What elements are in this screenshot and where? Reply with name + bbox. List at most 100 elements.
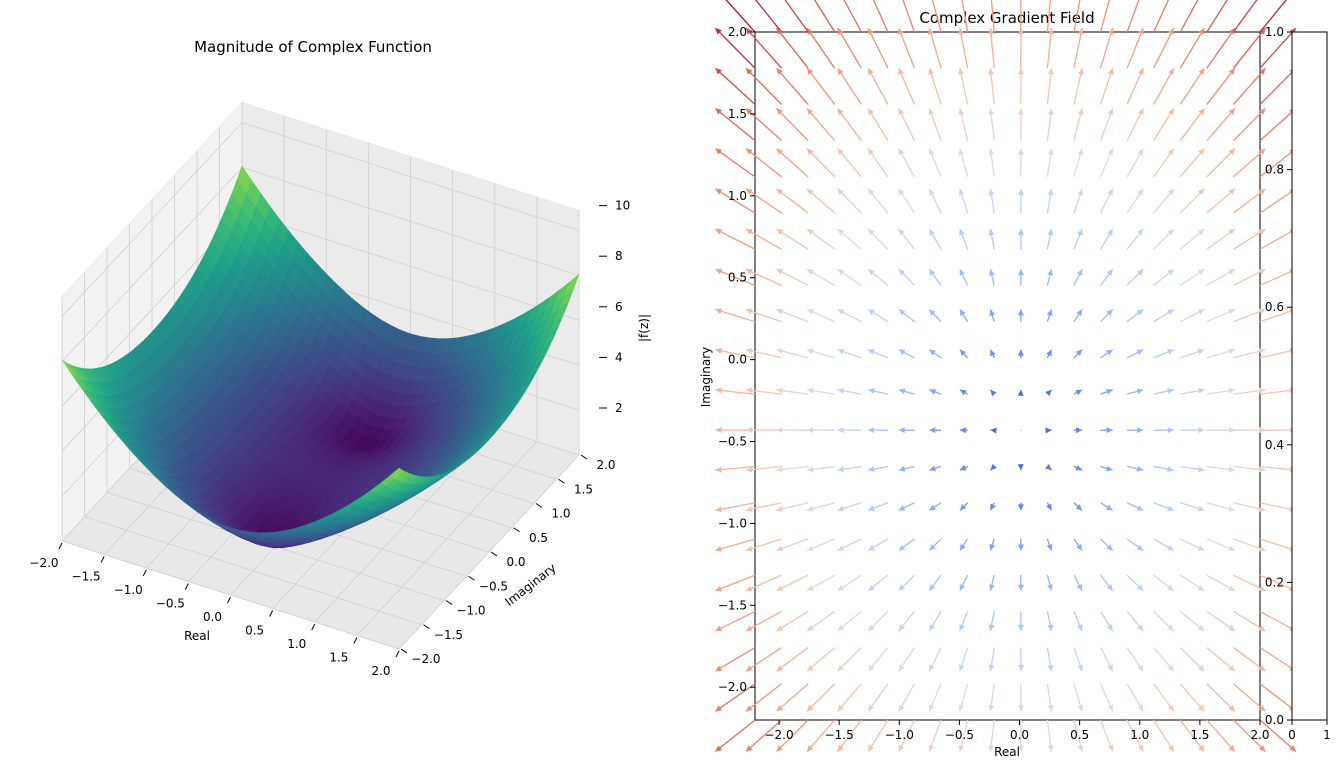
quiver-arrow-head: [959, 504, 967, 511]
quiver-arrow-shaft: [1179, 683, 1205, 712]
quiver-arrow-shaft: [745, 610, 782, 632]
x-tick-mark: [269, 610, 274, 617]
quiver-arrow-shaft: [1259, 308, 1297, 323]
quiver-arrow-head: [1258, 665, 1266, 672]
quiver-arrow-shaft: [725, 0, 756, 33]
quiver-arrow-shaft: [1259, 574, 1297, 592]
quiver-arrow-head: [1259, 745, 1266, 752]
quiver-arrow-shaft: [1206, 148, 1236, 178]
quiver-arrow-head: [745, 506, 753, 513]
quiver-arrow-shaft: [776, 647, 809, 672]
quiver-arrow-head: [959, 464, 967, 471]
quiver-arrow-head: [1076, 543, 1083, 551]
quiver-arrow-head: [776, 466, 783, 473]
quiver-arrow-head: [1106, 427, 1113, 434]
quiver-arrow-head: [1167, 148, 1174, 156]
quiver-x-tick-label: −1.0: [885, 728, 914, 742]
quiver-arrow-head: [868, 664, 875, 672]
quiver-arrow-head: [928, 148, 935, 156]
quiver-arrow-shaft: [776, 27, 809, 69]
quiver-arrow-head: [929, 309, 936, 316]
quiver-y-tick-label: −2.0: [718, 680, 747, 694]
quiver-arrow-head: [1105, 388, 1113, 395]
quiver-arrow-head: [1138, 68, 1144, 75]
quiver-arrow-head: [1258, 545, 1266, 552]
quiver-arrow-head: [1047, 624, 1054, 631]
quiver-arrow-head: [988, 745, 995, 752]
quiver-arrow-head: [898, 704, 905, 712]
colorbar-box: [1291, 31, 1328, 721]
quiver-arrow-head: [929, 544, 936, 551]
quiver-arrow-head: [1259, 28, 1266, 35]
quiver-arrow-shaft: [1259, 538, 1297, 552]
quiver-arrow-head: [1228, 505, 1235, 512]
quiver-arrow-head: [776, 348, 784, 355]
quiver-arrow-head: [868, 427, 875, 434]
quiver-arrow-head: [1076, 309, 1083, 317]
quiver-arrow-head: [1198, 427, 1205, 434]
quiver-arrow-head: [1136, 269, 1144, 276]
quiver-arrow-head: [958, 664, 965, 672]
quiver-arrow-head: [1077, 28, 1084, 35]
quiver-arrow-shaft: [745, 647, 782, 672]
quiver-arrow-head: [929, 584, 936, 591]
quiver-arrow-head: [928, 28, 934, 35]
quiver-arrow-shaft: [1232, 67, 1266, 105]
quiver-arrow-head: [868, 584, 875, 591]
quiver-arrow-head: [715, 665, 723, 672]
quiver-arrow-head: [837, 108, 844, 116]
quiver-arrow-head: [1198, 148, 1205, 156]
quiver-arrow-shaft: [928, 68, 942, 105]
quiver-arrow-head: [959, 269, 966, 276]
quiver-arrow-head: [988, 148, 995, 156]
y-tick-mark: [400, 648, 408, 654]
quiver-arrow-head: [715, 308, 723, 315]
quiver-arrow-head: [868, 108, 874, 116]
quiver-arrow-head: [1106, 269, 1113, 276]
quiver-arrow-head: [715, 188, 723, 195]
quiver-y-axis-label: Imaginary: [699, 347, 713, 408]
quiver-arrow-head: [807, 585, 814, 591]
quiver-arrow-shaft: [1099, 0, 1110, 33]
colorbar-tick-label: 0.2: [1265, 575, 1284, 589]
quiver-arrow-shaft: [806, 27, 836, 69]
quiver-arrow-head: [929, 269, 936, 276]
surface-plot-title: Magnitude of Complex Function: [194, 38, 432, 56]
quiver-arrow-head: [1228, 108, 1235, 115]
quiver-arrow-head: [868, 466, 875, 473]
quiver-arrow-head: [989, 543, 996, 551]
quiver-x-tick-label: 0.0: [1010, 728, 1029, 742]
quiver-arrow-head: [745, 427, 752, 434]
quiver-arrow-head: [1077, 744, 1084, 752]
quiver-arrow-head: [745, 268, 753, 275]
quiver-arrow-head: [776, 427, 783, 434]
quiver-arrow-head: [745, 348, 753, 354]
quiver-arrow-head: [745, 28, 753, 35]
colorbar-tick-label: 0.8: [1265, 163, 1284, 177]
quiver-arrow-shaft: [1046, 68, 1053, 105]
quiver-arrow-head: [959, 349, 967, 357]
quiver-arrow-head: [807, 427, 814, 434]
quiver-arrow-head: [1258, 229, 1266, 235]
quiver-arrow-shaft: [1179, 148, 1205, 178]
quiver-arrow-head: [1137, 427, 1144, 434]
quiver-arrow-head: [1077, 664, 1083, 672]
quiver-arrow-head: [958, 188, 965, 196]
quiver-arrow-head: [745, 148, 753, 155]
quiver-arrow-head: [1168, 744, 1174, 752]
quiver-arrow-shaft: [745, 188, 782, 214]
quiver-arrow-head: [898, 664, 905, 672]
z-tick-label: 10: [615, 199, 630, 213]
quiver-arrow-head: [959, 389, 967, 396]
quiver-arrow-head: [776, 229, 784, 235]
quiver-arrow-head: [1017, 108, 1024, 115]
quiver-arrow-head: [837, 584, 845, 591]
quiver-arrow-shaft: [1206, 67, 1236, 105]
quiver-arrow-head: [1107, 68, 1114, 75]
quiver-arrow-shaft: [1153, 0, 1169, 33]
quiver-arrow-shaft: [806, 108, 836, 142]
quiver-arrow-head: [715, 585, 723, 592]
quiver-arrow-head: [1017, 745, 1024, 752]
quiver-arrow-head: [929, 504, 936, 511]
quiver-arrow-head: [745, 68, 753, 75]
